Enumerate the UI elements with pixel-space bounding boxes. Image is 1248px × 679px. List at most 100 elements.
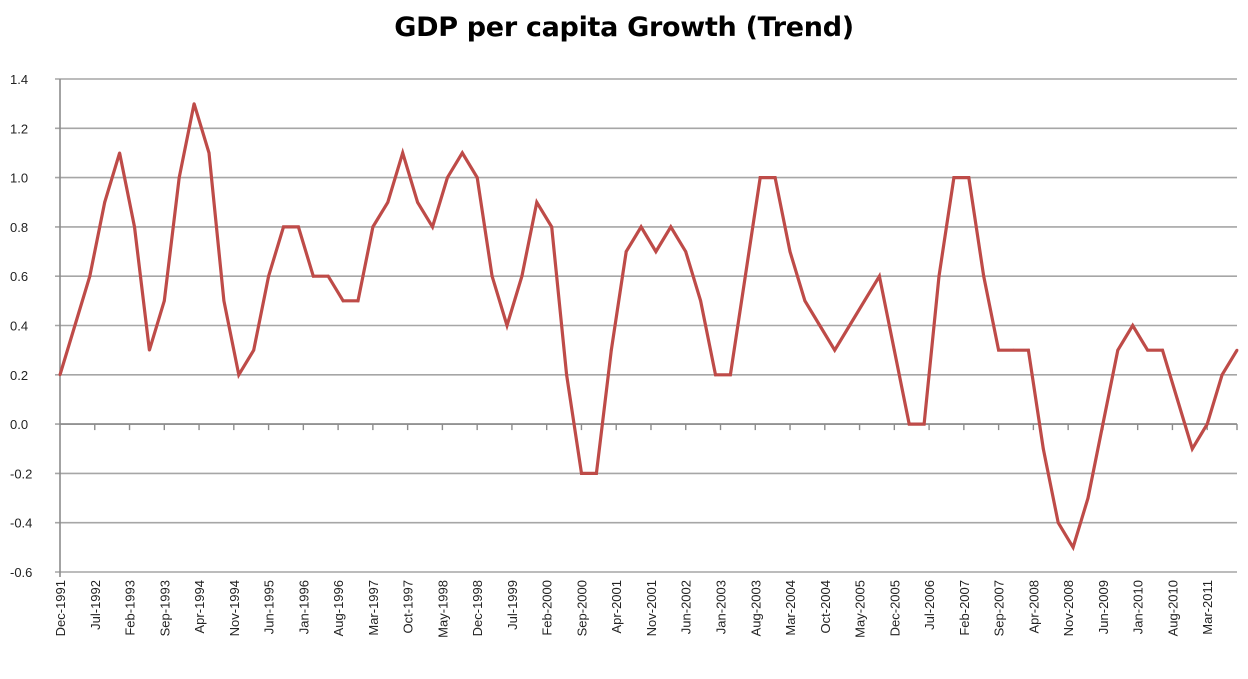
x-tick-label: Sep-2007 <box>992 580 1007 636</box>
data-point <box>520 274 524 278</box>
data-point <box>490 274 494 278</box>
x-tick-label: Sep-1993 <box>157 580 172 636</box>
x-tick-label: Dec-1998 <box>470 580 485 636</box>
data-point <box>147 348 151 352</box>
x-tick-label: Aug-1996 <box>331 580 346 636</box>
data-point <box>788 250 792 253</box>
x-tick-label: Sep-2000 <box>574 580 589 636</box>
data-point <box>103 200 107 204</box>
x-tick-label: Jan-2010 <box>1131 580 1146 634</box>
data-point <box>997 348 1001 352</box>
y-tick-label: -0.6 <box>10 565 32 580</box>
data-point <box>982 274 986 278</box>
data-point <box>654 250 658 253</box>
x-tick-label: Jun-2002 <box>679 580 694 634</box>
x-tick-label: Apr-1994 <box>192 580 207 633</box>
x-tick-label: Jan-1996 <box>296 580 311 634</box>
data-point <box>326 274 330 278</box>
x-tick-label: Jun-1995 <box>262 580 277 634</box>
data-point <box>878 274 881 278</box>
data-point <box>1056 521 1060 525</box>
data-point <box>1012 348 1015 352</box>
data-point <box>952 176 956 180</box>
y-tick-label: -0.4 <box>10 516 32 531</box>
data-point <box>192 102 196 106</box>
data-point <box>833 348 837 352</box>
data-point <box>1190 447 1194 451</box>
x-tick-label: Mar-2004 <box>783 580 798 636</box>
data-point <box>341 299 345 303</box>
data-point <box>714 373 717 377</box>
data-point <box>1041 447 1045 451</box>
data-point <box>1205 422 1209 426</box>
data-point <box>1101 422 1105 426</box>
x-tick-label: Feb-1993 <box>123 580 138 636</box>
x-tick-label: Apr-2001 <box>609 580 624 633</box>
data-point <box>401 151 405 155</box>
y-tick-label: 0.8 <box>10 220 28 235</box>
data-point <box>967 176 971 180</box>
data-point <box>937 274 941 278</box>
data-point <box>88 274 92 278</box>
data-point <box>624 250 628 253</box>
data-point <box>475 176 479 180</box>
x-tick-label: Feb-2000 <box>540 580 555 636</box>
data-point <box>1161 348 1164 352</box>
data-point <box>1220 373 1224 377</box>
data-point <box>431 225 434 229</box>
chart-title: GDP per capita Growth (Trend) <box>394 12 854 43</box>
data-point <box>1071 545 1075 549</box>
y-tick-label: 1.4 <box>10 72 28 87</box>
data-point <box>594 472 598 475</box>
data-point <box>58 373 62 377</box>
x-tick-label: May-1998 <box>435 580 450 638</box>
data-point <box>177 176 181 180</box>
x-tick-label: Nov-2001 <box>644 580 659 636</box>
data-point <box>758 176 762 180</box>
data-point <box>907 422 911 426</box>
x-tick-label: Aug-2010 <box>1165 580 1180 636</box>
data-point <box>922 422 926 426</box>
data-point <box>311 274 315 278</box>
data-point <box>863 299 866 303</box>
data-point <box>565 373 568 377</box>
x-tick-label: Mar-2011 <box>1200 580 1215 635</box>
data-point <box>699 299 703 303</box>
x-tick-label: Jun-2009 <box>1096 580 1111 634</box>
y-tick-label: 0.0 <box>10 417 28 432</box>
data-point <box>118 151 121 155</box>
y-tick-label: 0.6 <box>10 269 28 284</box>
data-point <box>609 348 613 352</box>
data-point <box>803 299 807 303</box>
data-point <box>505 324 509 327</box>
x-tick-label: Nov-2008 <box>1061 580 1076 636</box>
y-tick-label: 1.2 <box>10 121 28 136</box>
y-tick-label: 1.0 <box>10 171 28 186</box>
data-point <box>73 324 77 327</box>
data-point <box>282 225 285 229</box>
y-tick-label: 0.4 <box>10 319 28 334</box>
x-tick-label: May-2005 <box>853 580 868 638</box>
data-point <box>1235 348 1239 352</box>
x-tick-label: Oct-1997 <box>401 580 416 633</box>
x-tick-label: Dec-2005 <box>887 580 902 636</box>
y-tick-label: 0.2 <box>10 368 28 383</box>
data-point <box>252 348 256 352</box>
data-point <box>371 225 375 229</box>
x-tick-label: Jan-2003 <box>714 580 729 634</box>
data-point <box>684 250 688 253</box>
data-point <box>1176 398 1179 401</box>
data-point <box>222 299 226 303</box>
data-point <box>1146 348 1150 352</box>
x-tick-label: Jul-1999 <box>505 580 520 630</box>
data-point <box>162 299 166 303</box>
data-point <box>237 373 241 377</box>
x-tick-label: Jul-2006 <box>922 580 937 630</box>
data-point <box>460 151 464 155</box>
data-point <box>580 472 583 475</box>
x-tick-label: Nov-1994 <box>227 580 242 636</box>
x-tick-label: Dec-1991 <box>53 580 68 636</box>
data-point <box>267 274 270 278</box>
data-point <box>818 324 822 327</box>
